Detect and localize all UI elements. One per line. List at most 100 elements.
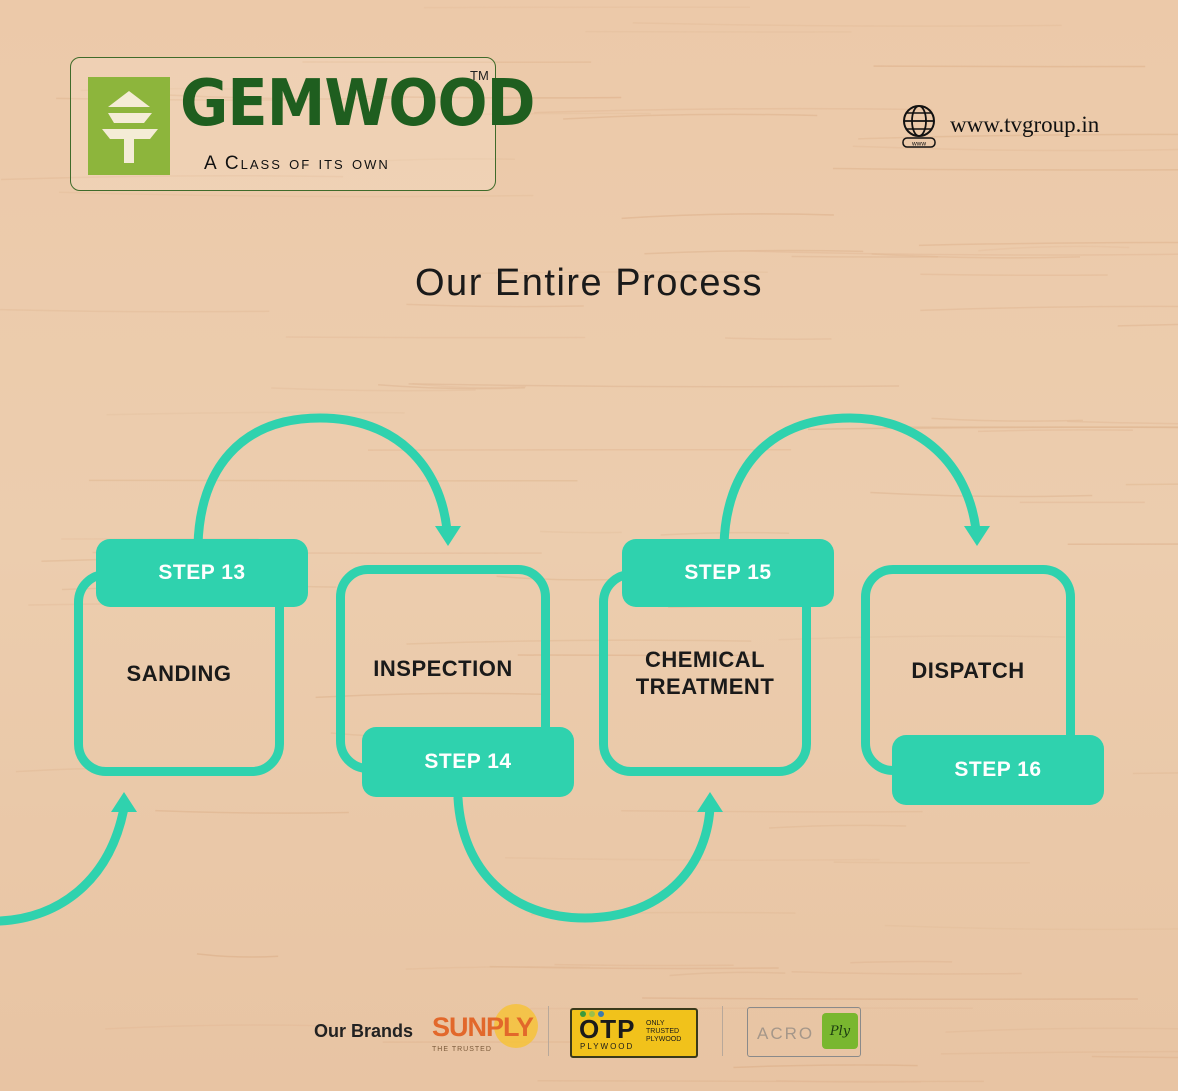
wood-grain-line <box>940 1050 1178 1055</box>
wood-grain-line <box>884 924 1178 931</box>
wood-grain-line <box>669 971 786 977</box>
wood-grain-line <box>473 271 768 275</box>
step-15-label: STEP 15 <box>622 539 834 607</box>
wood-grain-line <box>621 810 923 813</box>
wood-grain-line <box>377 384 525 390</box>
wood-grain-line <box>1 174 344 181</box>
wood-grain-line <box>412 382 526 389</box>
svg-text:www: www <box>911 141 926 148</box>
wood-grain-line <box>739 250 1178 256</box>
wood-grain-line <box>945 1027 1178 1033</box>
wood-grain-line <box>271 387 476 392</box>
wood-grain-line <box>387 158 516 162</box>
arrow-14-to-15 <box>453 793 715 923</box>
wood-grain-line <box>563 113 818 120</box>
otp-side-text: ONLY TRUSTED PLYWOOD <box>646 1020 682 1043</box>
wood-grain-line <box>489 965 779 970</box>
otp-subtext: PLYWOOD <box>580 1042 635 1051</box>
wood-grain-line <box>1091 1055 1178 1059</box>
wood-grain-line <box>406 639 752 645</box>
brand-divider <box>548 1006 549 1056</box>
wood-grain-line <box>934 133 1178 138</box>
wood-grain-line <box>632 22 1062 27</box>
wood-grain-line <box>850 960 953 964</box>
wood-grain-line <box>725 337 832 340</box>
wood-grain-line <box>106 411 405 416</box>
wood-grain-line <box>1125 483 1178 486</box>
sunply-tagline: THE TRUSTED <box>432 1046 492 1053</box>
sunply-logo: SUNPLY <box>432 1012 534 1042</box>
website-link[interactable]: www.tvgroup.in <box>950 112 1100 137</box>
wood-grain-line <box>88 479 578 482</box>
step-15-name-line1: CHEMICAL <box>644 647 766 672</box>
brand-tagline: A Class of its own <box>204 153 390 174</box>
wood-grain-line <box>918 241 1178 247</box>
wood-grain-line <box>920 305 1178 312</box>
wood-grain-line <box>621 213 834 220</box>
wood-grain-line <box>978 245 1130 252</box>
wood-grain-line <box>537 1079 984 1083</box>
wood-grain-line <box>644 249 864 255</box>
wood-grain-line <box>871 253 1080 259</box>
wood-grain-line <box>155 809 349 814</box>
wood-grain-line <box>1132 772 1178 775</box>
wood-grain-line <box>870 491 1093 498</box>
step-14-label: STEP 14 <box>362 727 574 797</box>
step-16-label: STEP 16 <box>892 735 1104 805</box>
wood-grain-line <box>58 191 534 198</box>
wood-grain-line <box>408 383 900 388</box>
step-15-name: CHEMICAL TREATMENT <box>636 646 775 700</box>
wood-grain-line <box>554 963 734 967</box>
acroply-badge: Ply <box>822 1013 858 1049</box>
wood-grain-line <box>359 95 622 99</box>
wood-grain-line <box>534 107 933 114</box>
step-14-name: INSPECTION <box>373 655 513 681</box>
wood-grain-line <box>540 530 622 534</box>
wood-grain-line <box>807 426 1178 431</box>
wood-grain-line <box>1067 420 1178 425</box>
step-13-label: STEP 13 <box>96 539 308 607</box>
wood-grain-line <box>920 273 1108 277</box>
wood-grain-line <box>733 1064 918 1069</box>
sunply-sun-icon <box>494 1004 538 1048</box>
arrowhead-13-to-14 <box>435 526 461 546</box>
step-16-name: DISPATCH <box>911 657 1025 683</box>
arrowhead-14-to-15 <box>697 792 723 812</box>
wood-grain-line <box>423 6 750 9</box>
wood-grain-line <box>56 97 310 101</box>
step-13-name: SANDING <box>126 660 232 686</box>
wood-grain-line <box>405 966 590 970</box>
arrowhead-15-to-16 <box>964 526 990 546</box>
wood-grain-line <box>778 635 1065 641</box>
acroply-logo <box>747 1007 861 1057</box>
wood-grain-line <box>858 133 1178 140</box>
otp-dots-icon <box>580 1011 604 1017</box>
gemwood-logo-icon <box>88 77 170 175</box>
wood-grain-line <box>406 303 584 308</box>
step-15-name-line2: TREATMENT <box>635 674 775 699</box>
wood-grain-line <box>931 417 1083 422</box>
page-title: Our Entire Process <box>415 262 763 304</box>
arrow-15-to-16 <box>719 413 981 550</box>
wood-grain-line <box>852 145 1178 152</box>
trademark-symbol: TM <box>470 68 489 83</box>
otp-wordmark: OTP <box>579 1014 636 1044</box>
wood-grain-line <box>285 336 586 339</box>
wood-grain-line <box>105 1024 334 1030</box>
arrow-13-to-14 <box>193 413 452 550</box>
arrow-into-step-13 <box>0 803 129 926</box>
arrowhead-into-step-13 <box>111 792 137 812</box>
brand-divider <box>722 1006 723 1056</box>
wood-grain-line <box>977 429 1133 433</box>
brands-label: Our Brands <box>314 1021 414 1041</box>
wood-grain-line <box>476 112 651 116</box>
wood-grain-line <box>833 861 1030 864</box>
wood-grain-line <box>196 953 279 958</box>
wood-grain-line <box>166 94 406 100</box>
wood-grain-line <box>791 971 1022 975</box>
wood-grain-line <box>0 308 270 313</box>
globe-www-icon: www <box>902 105 936 148</box>
acroply-wordmark: ACRO <box>757 1024 815 1043</box>
brand-wordmark: GEMWOOD <box>180 67 536 141</box>
wood-grain-line <box>1117 323 1178 327</box>
